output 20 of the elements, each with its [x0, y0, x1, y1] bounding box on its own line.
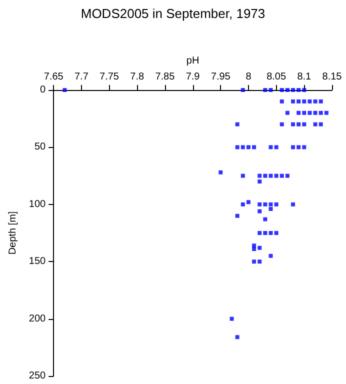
- x-tick-label: 7.75: [100, 72, 120, 82]
- y-tick-label: 150: [28, 256, 46, 268]
- x-tick-label: 7.8: [130, 72, 144, 82]
- y-axis-title: Depth [m]: [8, 211, 18, 255]
- y-tick-label: 50: [34, 142, 46, 153]
- x-tick-label: 8.1: [297, 72, 312, 82]
- x-tick-label: 7.95: [210, 72, 231, 82]
- x-tick-label: 7.7: [74, 72, 89, 82]
- x-tick-label: 8: [246, 72, 252, 82]
- y-tick-label: 200: [28, 313, 46, 324]
- x-tick-label: 8.15: [322, 72, 342, 82]
- x-tick-label: 8.05: [266, 72, 286, 82]
- y-tick-label: 0: [40, 84, 46, 96]
- y-tick-label: 250: [28, 370, 46, 382]
- x-tick-label: 7.85: [155, 72, 176, 82]
- y-tick-label: 100: [28, 198, 46, 210]
- x-tick-label: 7.65: [44, 72, 64, 82]
- x-axis-title: pH: [186, 56, 200, 66]
- chart-title: MODS2005 in September, 1973: [80, 6, 266, 21]
- x-tick-label: 7.9: [186, 72, 200, 82]
